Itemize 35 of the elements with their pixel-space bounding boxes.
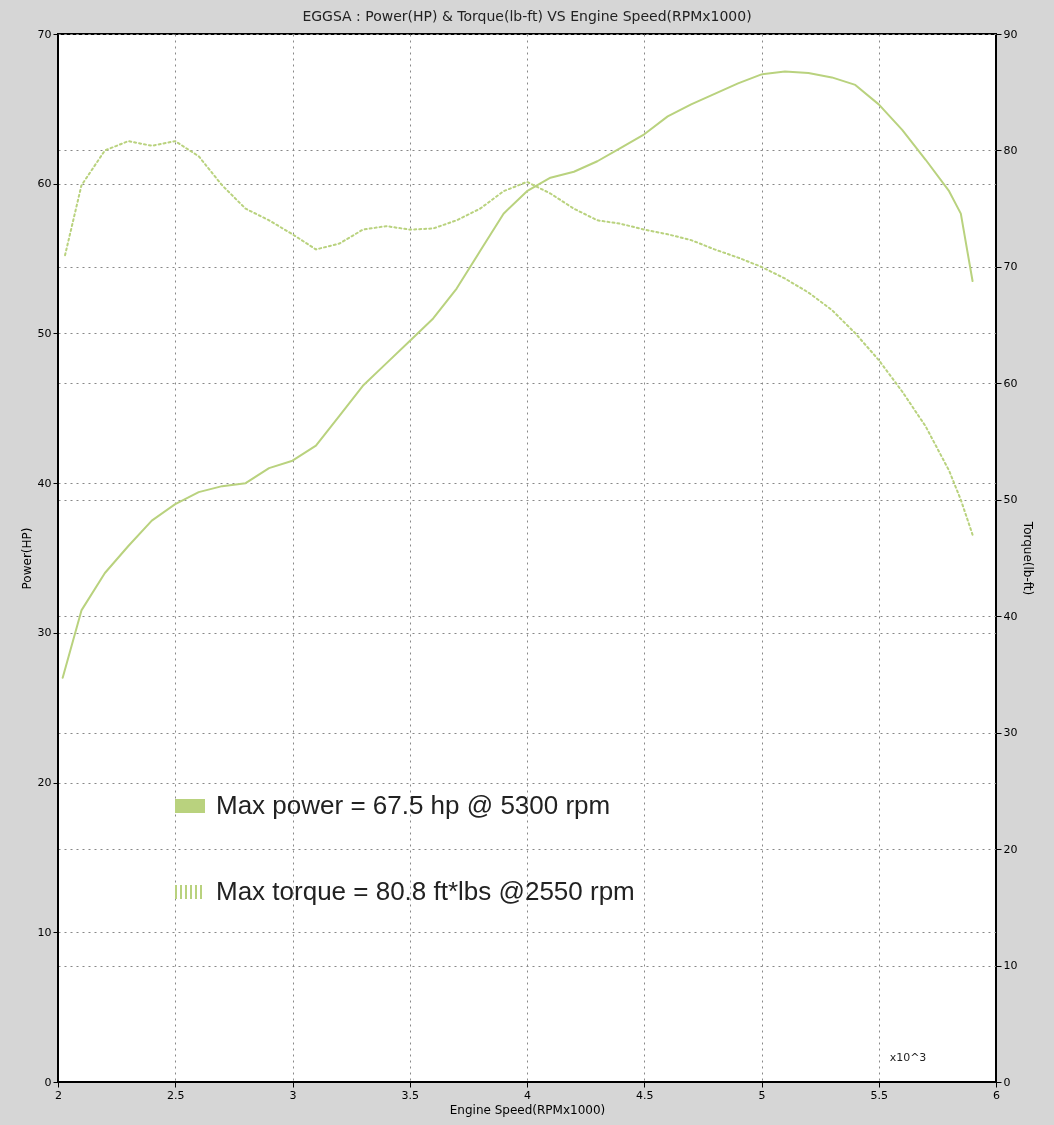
y-tick-label: 10	[37, 925, 52, 939]
y-tick-label: 50	[37, 326, 52, 340]
x-tick-label: 5.5	[870, 1088, 888, 1102]
x-tick-label: 3	[289, 1088, 297, 1102]
y2-tick-label: 0	[1003, 1075, 1011, 1089]
x-tick-label: 4.5	[636, 1088, 654, 1102]
x-tick-label: 6	[993, 1088, 1000, 1102]
y2-tick-label: 30	[1003, 726, 1018, 740]
y2-tick-label: 20	[1003, 842, 1018, 856]
y2-tick-label: 90	[1003, 27, 1018, 41]
y-tick-label: 0	[44, 1075, 52, 1089]
annotation: x10^3	[889, 1051, 927, 1064]
x-tick-label: 3.5	[401, 1088, 419, 1102]
x-tick-label: 2.5	[167, 1088, 185, 1102]
chart-title: EGGSA : Power(HP) & Torque(lb-ft) VS Engine Speed(RPMx1000)	[302, 8, 752, 24]
y2-tick-label: 40	[1003, 609, 1018, 623]
line-series	[61, 70, 974, 679]
y2-tick-label: 70	[1003, 260, 1018, 274]
x-tick-label: 5	[758, 1088, 766, 1102]
legend-label: Max torque = 80.8 ft*lbs @2550 rpm	[216, 876, 635, 906]
y-tick-label: 40	[37, 476, 52, 490]
x-tick-label: 4	[524, 1088, 531, 1102]
y2-tick-label: 60	[1003, 376, 1018, 390]
y-tick-label: 30	[37, 626, 52, 640]
x-tick-label: 2	[55, 1088, 62, 1102]
y-tick-label: 60	[37, 177, 52, 191]
legend-label: Max power = 67.5 hp @ 5300 rpm	[216, 790, 611, 820]
y-tick-label: 20	[37, 776, 52, 790]
y2-axis-title: Torque(lb-ft)	[1021, 520, 1036, 596]
y2-tick-label: 80	[1003, 143, 1018, 157]
x-axis-title: Engine Speed(RPMx1000)	[449, 1102, 606, 1117]
y-tick-label: 70	[37, 27, 52, 41]
y2-tick-label: 10	[1003, 959, 1018, 973]
y-axis-title: Power(HP)	[19, 527, 34, 590]
y2-tick-label: 50	[1003, 493, 1018, 507]
